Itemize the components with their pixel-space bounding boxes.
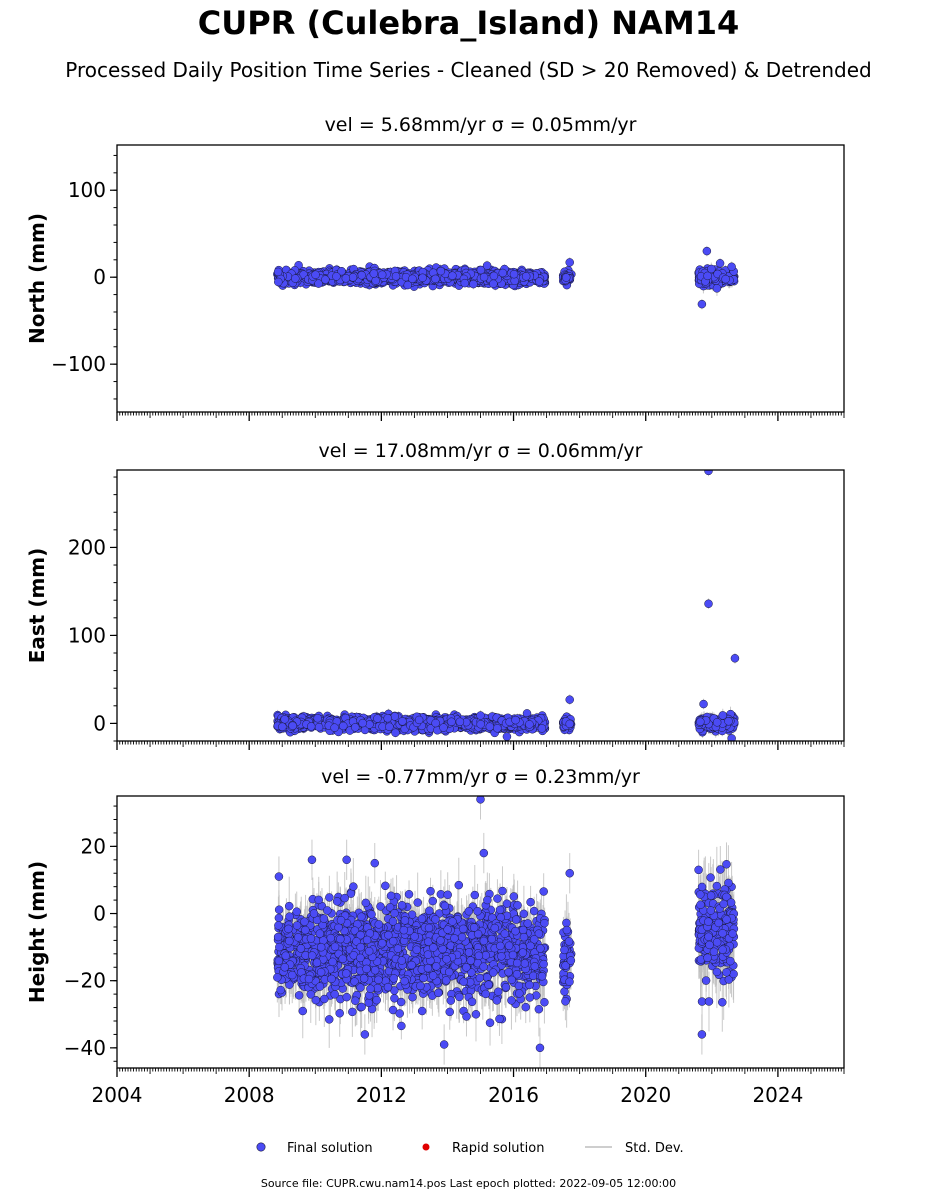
data-point: [403, 280, 412, 290]
data-point: [273, 267, 283, 277]
data-point: [712, 284, 722, 293]
data-point: [436, 266, 446, 276]
data-point: [702, 246, 712, 256]
data-point: [357, 271, 366, 280]
data-point: [348, 273, 358, 282]
data-point: [561, 273, 571, 282]
data-point: [291, 274, 300, 283]
data-point: [377, 270, 387, 280]
data-point: [311, 270, 320, 279]
data-point: [332, 272, 341, 281]
data-point: [707, 264, 716, 274]
figure-title: CUPR (Culebra_Island) NAM14: [197, 4, 740, 42]
data-point: [489, 271, 499, 281]
data-point: [321, 275, 330, 284]
time-series-chart: vel = 5.68mm/yr σ = 0.05mm/yr North (mm)−…: [25, 114, 845, 1156]
data-point: [418, 273, 427, 283]
data-point: [703, 271, 712, 281]
data-point: [565, 258, 574, 267]
data-point: [727, 262, 736, 272]
panels: vel = 5.68mm/yr σ = 0.05mm/yr North (mm)−…: [25, 114, 845, 1107]
y-axis-label: East (mm): [25, 548, 49, 664]
data-point: [460, 278, 470, 288]
y-tick-label: −100: [51, 352, 106, 376]
data-point: [509, 269, 519, 279]
data-point: [715, 259, 725, 268]
y-tick-label: 0: [93, 265, 106, 289]
y-axis-label: North (mm): [25, 213, 49, 344]
y-tick-label: 100: [68, 178, 106, 202]
data-point: [391, 272, 401, 281]
data-point: [448, 271, 457, 280]
data-point: [371, 276, 380, 285]
data-point: [408, 274, 417, 284]
data-point: [469, 279, 478, 289]
figure-subtitle: Processed Daily Position Time Series - C…: [65, 58, 872, 82]
data-point: [369, 269, 379, 278]
data-point: [274, 277, 283, 287]
data-point: [498, 268, 508, 278]
data-point: [697, 299, 707, 309]
panel-title: vel = 5.68mm/yr σ = 0.05mm/yr: [325, 114, 637, 136]
panel-1: vel = 5.68mm/yr σ = 0.05mm/yr North (mm)−…: [25, 114, 845, 421]
data-layer: [273, 245, 739, 310]
data-point: [476, 265, 486, 275]
data-point: [721, 274, 730, 284]
data-point: [479, 272, 489, 282]
data-point: [535, 277, 544, 286]
data-point: [431, 274, 440, 284]
data-point: [341, 274, 351, 283]
data-point: [482, 261, 492, 270]
data-point: [489, 279, 498, 289]
data-point: [314, 279, 323, 288]
data-point: [521, 272, 531, 281]
data-layer: [273, 470, 740, 741]
panel-title: vel = 17.08mm/yr σ = 0.06mm/yr: [319, 440, 643, 462]
